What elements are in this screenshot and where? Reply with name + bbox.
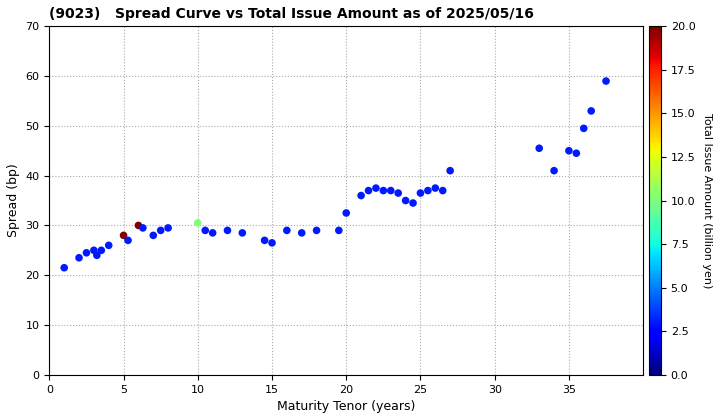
- Point: [88, 247, 99, 254]
- Point: [400, 197, 411, 204]
- Point: [377, 187, 389, 194]
- Y-axis label: Total Issue Amount (billion yen): Total Issue Amount (billion yen): [702, 113, 712, 288]
- Point: [137, 225, 148, 231]
- Point: [415, 190, 426, 197]
- Point: [356, 192, 367, 199]
- Point: [148, 232, 159, 239]
- Point: [578, 125, 590, 132]
- Point: [341, 210, 352, 216]
- Point: [58, 264, 70, 271]
- Point: [281, 227, 292, 234]
- Point: [122, 237, 134, 244]
- Point: [585, 108, 597, 114]
- Point: [408, 200, 419, 206]
- X-axis label: Maturity Tenor (years): Maturity Tenor (years): [277, 400, 415, 413]
- Point: [91, 252, 103, 259]
- Point: [600, 78, 612, 84]
- Point: [437, 187, 449, 194]
- Point: [311, 227, 323, 234]
- Point: [103, 242, 114, 249]
- Point: [118, 232, 130, 239]
- Point: [549, 167, 560, 174]
- Point: [132, 222, 144, 229]
- Point: [222, 227, 233, 234]
- Point: [266, 239, 278, 246]
- Point: [570, 150, 582, 157]
- Point: [155, 227, 166, 234]
- Point: [333, 227, 345, 234]
- Point: [162, 225, 174, 231]
- Point: [199, 227, 211, 234]
- Point: [96, 247, 107, 254]
- Point: [207, 229, 218, 236]
- Point: [563, 147, 575, 154]
- Point: [392, 190, 404, 197]
- Point: [534, 145, 545, 152]
- Point: [444, 167, 456, 174]
- Y-axis label: Spread (bp): Spread (bp): [7, 164, 20, 237]
- Point: [81, 249, 92, 256]
- Point: [237, 229, 248, 236]
- Point: [258, 237, 270, 244]
- Point: [192, 220, 204, 226]
- Point: [363, 187, 374, 194]
- Point: [430, 185, 441, 192]
- Point: [296, 229, 307, 236]
- Point: [73, 255, 85, 261]
- Point: [370, 185, 382, 192]
- Point: [385, 187, 397, 194]
- Text: (9023)   Spread Curve vs Total Issue Amount as of 2025/05/16: (9023) Spread Curve vs Total Issue Amoun…: [50, 7, 534, 21]
- Point: [422, 187, 433, 194]
